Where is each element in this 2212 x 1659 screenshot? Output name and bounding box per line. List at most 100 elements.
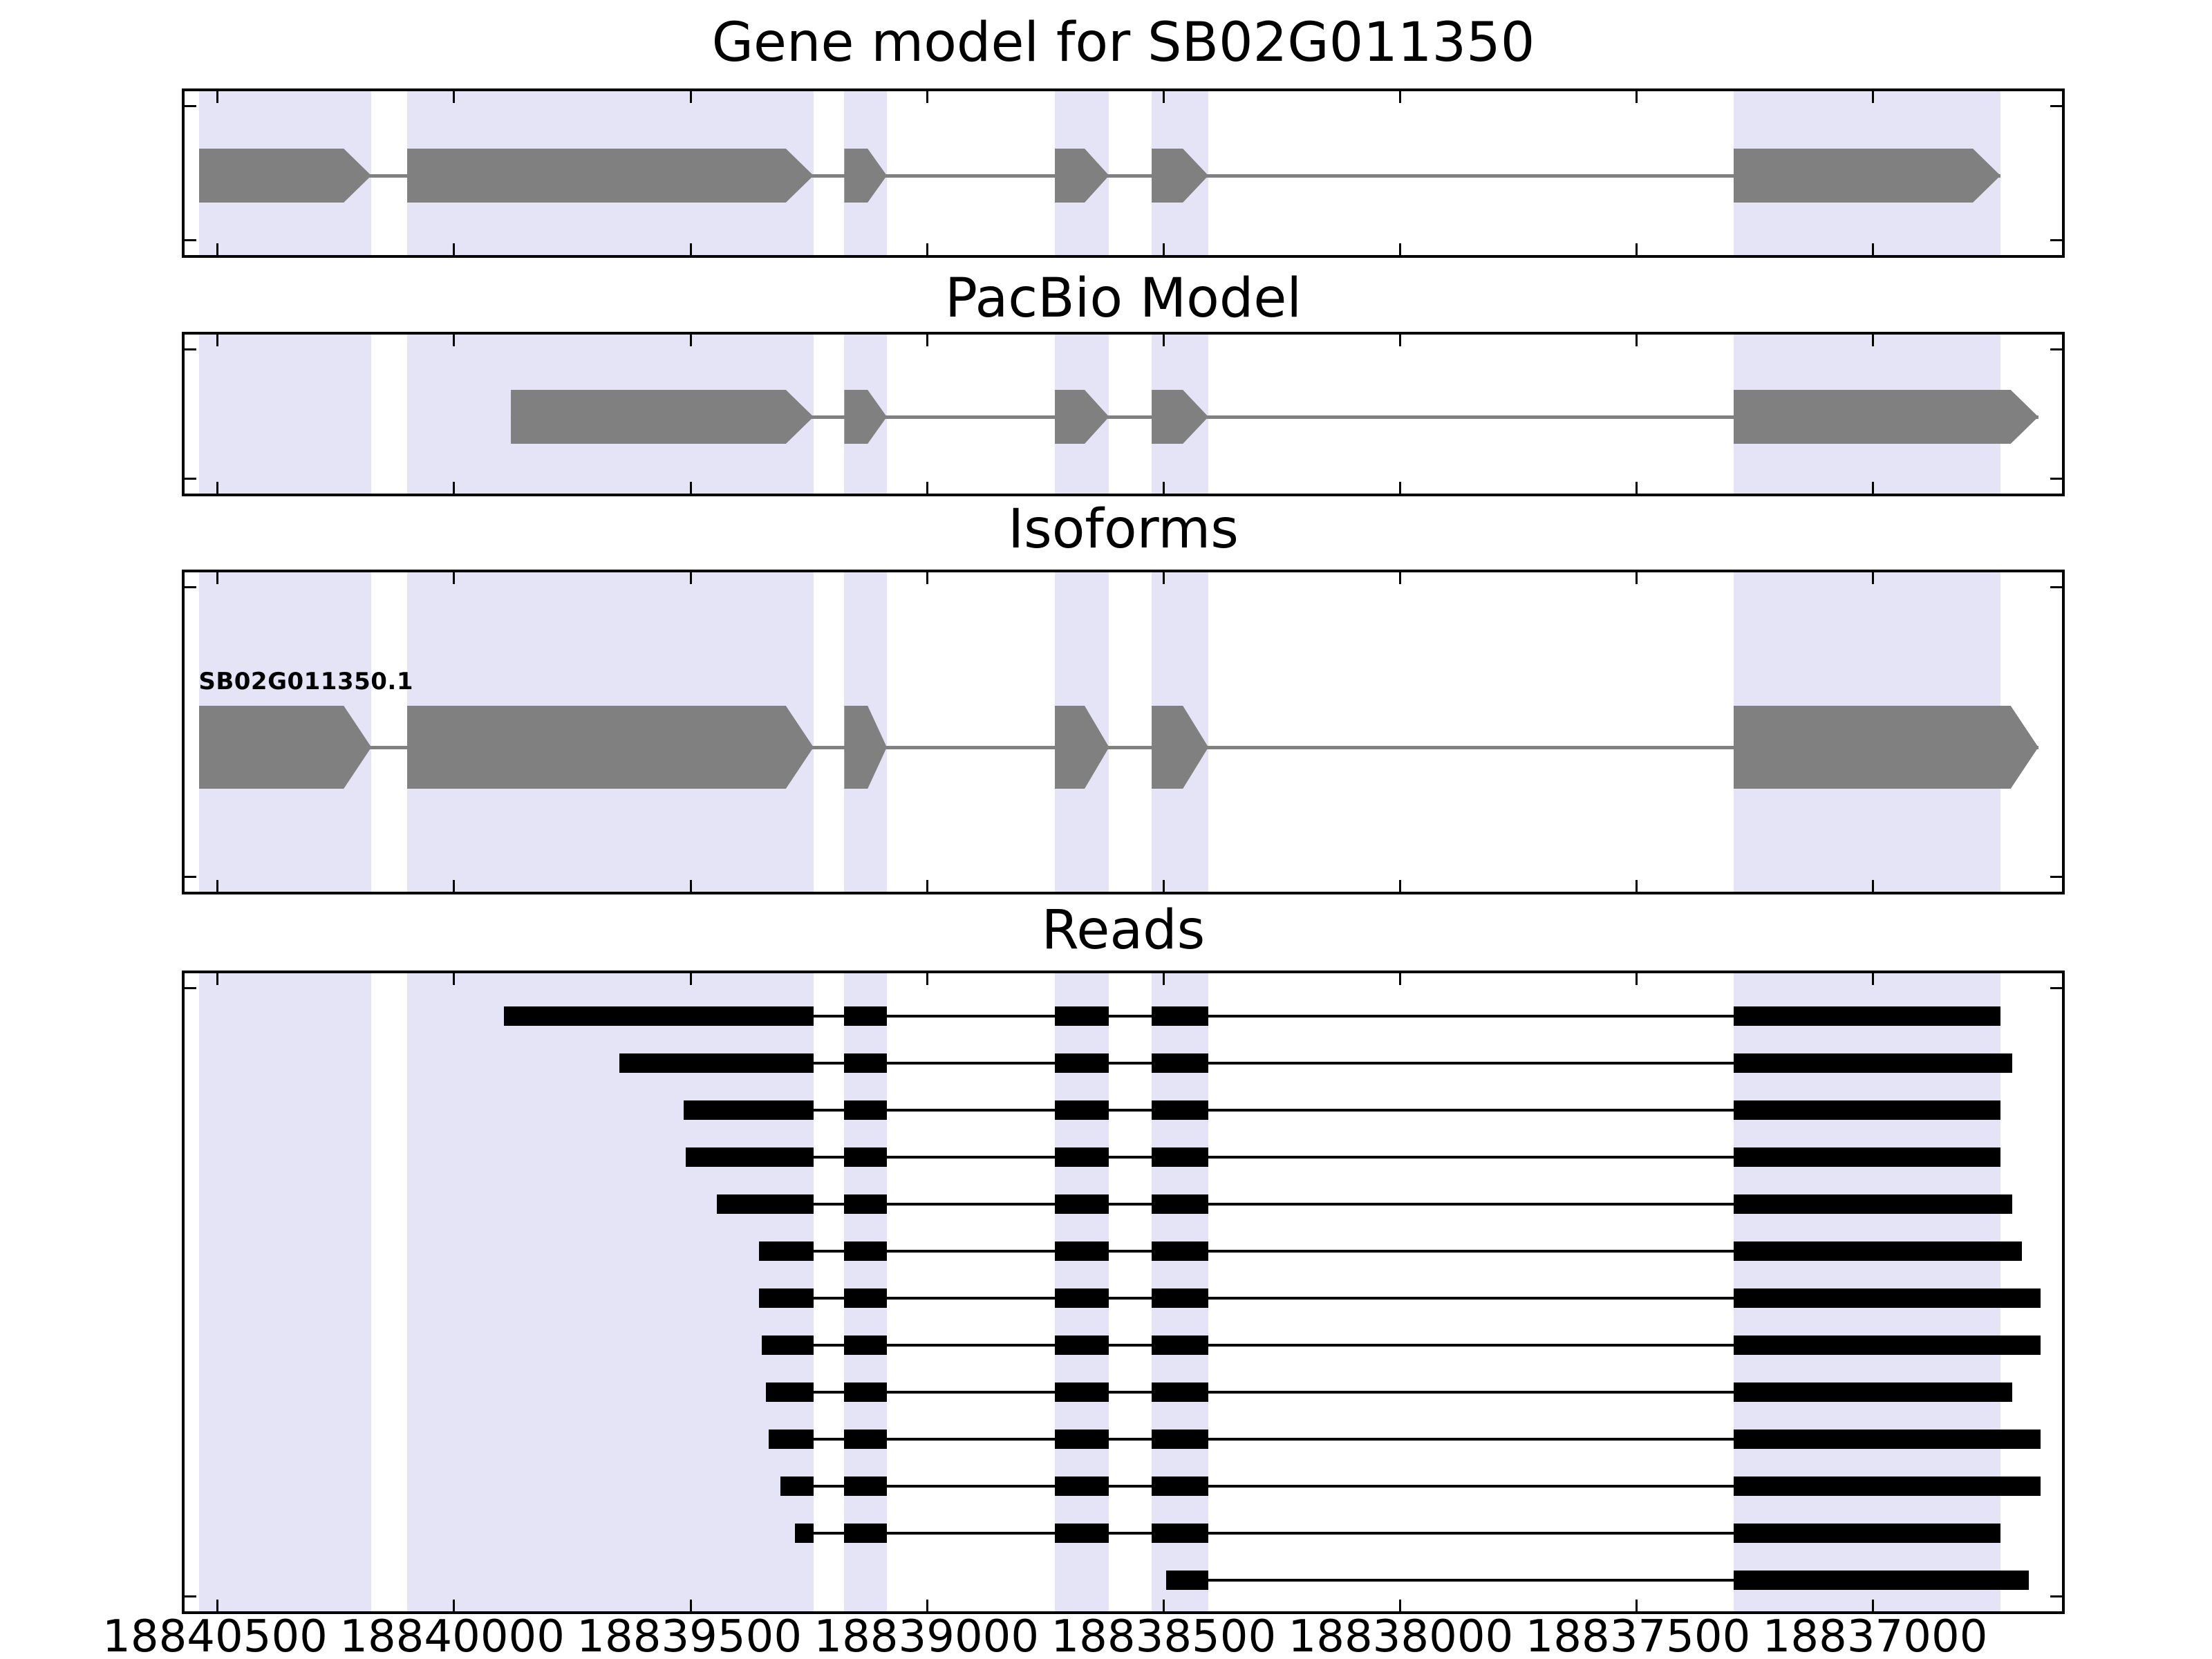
highlight-band (198, 973, 372, 1611)
reads-plot-area (185, 973, 2062, 1611)
x-tick (1162, 91, 1165, 103)
x-tick (1871, 1600, 1874, 1611)
x-axis-tick-label: 18840500 (102, 1611, 328, 1659)
panel-isoforms: SB02G011350.1 (182, 570, 2065, 894)
pacbio-plot-area (185, 335, 2062, 494)
read-exon-block (844, 1335, 887, 1355)
exon-block (1734, 390, 2038, 444)
panel-gene-model (182, 88, 2065, 258)
x-tick (1398, 482, 1401, 494)
y-tick (185, 876, 196, 878)
x-axis-tick-label: 18839500 (577, 1611, 803, 1659)
y-tick (2050, 105, 2062, 107)
x-tick (1635, 572, 1638, 584)
isoforms-plot-area: SB02G011350.1 (185, 572, 2062, 892)
x-tick (216, 91, 219, 103)
y-tick (2050, 239, 2062, 241)
read-exon-block (1152, 1006, 1209, 1026)
read-exon-block (759, 1241, 814, 1261)
x-tick (926, 880, 928, 892)
read-exon-block (780, 1477, 814, 1496)
x-tick (1398, 1600, 1401, 1611)
y-tick (2050, 876, 2062, 878)
read-exon-block (1054, 1288, 1109, 1308)
read-exon-block (1152, 1100, 1209, 1120)
x-tick (1635, 91, 1638, 103)
x-tick (1162, 973, 1165, 985)
read-exon-block (1054, 1430, 1109, 1449)
read-exon-block (1054, 1194, 1109, 1214)
x-tick (926, 243, 928, 255)
x-tick (1162, 335, 1165, 346)
y-tick (2050, 987, 2062, 989)
x-tick (216, 335, 219, 346)
x-tick (1398, 572, 1401, 584)
x-tick (689, 335, 692, 346)
x-tick (216, 973, 219, 985)
y-tick (185, 586, 196, 588)
x-tick (453, 482, 456, 494)
x-tick (1398, 880, 1401, 892)
y-tick (2050, 348, 2062, 350)
read-exon-block (1733, 1571, 2030, 1590)
read-exon-block (844, 1430, 887, 1449)
panel-reads (182, 971, 2065, 1614)
panel-title-reads: Reads (1041, 899, 1206, 962)
x-tick (926, 572, 928, 584)
x-tick (1635, 880, 1638, 892)
read-exon-block (1733, 1241, 2022, 1261)
read-exon-block (844, 1477, 887, 1496)
read-exon-block (768, 1430, 814, 1449)
x-axis-tick-label: 18839000 (814, 1611, 1040, 1659)
x-tick (1635, 1600, 1638, 1611)
read-exon-block (1733, 1194, 2013, 1214)
read-exon-block (1152, 1430, 1209, 1449)
x-tick (1635, 482, 1638, 494)
read-exon-block (844, 1100, 887, 1120)
x-tick (1871, 572, 1874, 584)
y-tick (185, 348, 196, 350)
read-intron-line (619, 1062, 2013, 1065)
isoform-label: SB02G011350.1 (198, 668, 413, 695)
read-exon-block (1733, 1147, 2001, 1167)
x-tick (453, 91, 456, 103)
read-exon-block (1152, 1477, 1209, 1496)
x-axis-labels: 18840500 18840000 18839500 18839000 18838500… (102, 1611, 2065, 1659)
read-exon-block (1152, 1335, 1209, 1355)
x-tick (453, 973, 456, 985)
read-exon-block (1733, 1100, 2001, 1120)
read-intron-line (761, 1344, 2041, 1347)
y-tick (185, 105, 196, 107)
read-intron-line (683, 1109, 2001, 1112)
read-exon-block (716, 1194, 814, 1214)
read-intron-line (503, 1015, 2001, 1018)
read-exon-block (1733, 1335, 2041, 1355)
read-intron-line (1165, 1579, 2030, 1582)
x-tick (689, 1600, 692, 1611)
read-exon-block (844, 1288, 887, 1308)
x-tick (689, 482, 692, 494)
x-tick (689, 973, 692, 985)
x-tick (1162, 880, 1165, 892)
x-tick (1871, 91, 1874, 103)
x-tick (453, 243, 456, 255)
x-tick (689, 243, 692, 255)
x-tick (453, 572, 456, 584)
read-exon-block (1165, 1571, 1209, 1590)
read-intron-line (766, 1391, 2013, 1394)
x-axis-tick-label: 18837500 (1525, 1611, 1751, 1659)
read-exon-block (759, 1288, 814, 1308)
panel-pacbio-model (182, 332, 2065, 496)
x-tick (216, 243, 219, 255)
read-exon-block (1733, 1053, 2013, 1073)
read-exon-block (761, 1335, 814, 1355)
x-tick (689, 572, 692, 584)
exon-block (1734, 149, 2001, 203)
read-exon-block (1733, 1288, 2041, 1308)
x-tick (1398, 335, 1401, 346)
read-exon-block (1054, 1335, 1109, 1355)
exon-block (199, 706, 372, 789)
x-tick (1871, 482, 1874, 494)
read-exon-block (1152, 1241, 1209, 1261)
